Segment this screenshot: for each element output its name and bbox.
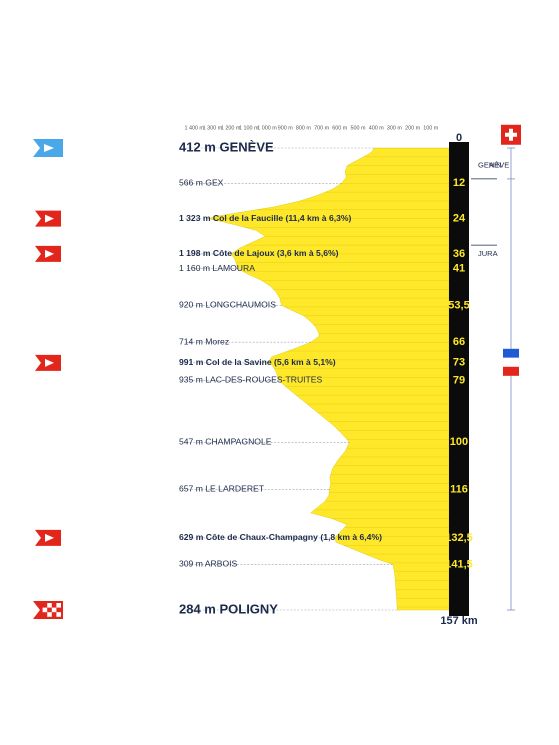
km-label: 132,5: [445, 532, 473, 544]
km-label: 100: [450, 436, 468, 448]
elevation-profile: [208, 147, 450, 611]
place-label: 1 323 m Col de la Faucille (11,4 km à 6,…: [179, 213, 352, 223]
region-label: JURA: [478, 249, 498, 258]
place-label: 547 m CHAMPAGNOLE: [179, 437, 272, 447]
km-label: 79: [453, 374, 465, 386]
y-tick-label: 500 m: [351, 125, 366, 131]
checker-square: [47, 612, 52, 617]
y-tick-label: 100 m: [423, 125, 438, 131]
region-label: GENÈVE: [478, 161, 509, 170]
checker-square: [56, 612, 61, 617]
y-tick-label: 400 m: [369, 125, 384, 131]
checker-square: [47, 603, 52, 608]
profile-frame: 100 m 200 m 300 m 400 m 500 m 600 m 700 m 800 m…: [0, 90, 559, 650]
y-tick-label: 600 m: [332, 125, 347, 131]
km-label: 0: [456, 132, 462, 144]
y-tick-label: 200 m: [405, 125, 420, 131]
y-tick-label: 700 m: [314, 125, 329, 131]
place-labels: 412 m GENÈVE 566 m GEX 1 323 m Col de la F…: [179, 139, 382, 616]
country-strip: [501, 124, 521, 611]
place-label: 412 m GENÈVE: [179, 139, 274, 154]
km-label: 36: [453, 248, 465, 260]
place-leader-lines: [185, 147, 398, 611]
region-label: AIN: [489, 161, 502, 170]
profile-area: [208, 147, 450, 611]
place-label: 935 m LAC-DES-ROUGES-TRUITES: [179, 375, 323, 385]
y-tick-label: 1 200 m: [221, 125, 241, 131]
france-flag-red: [503, 366, 519, 376]
km-band-bar: [449, 142, 469, 616]
place-label: 920 m LONGCHAUMOIS: [179, 300, 276, 310]
km-label: 141,5: [445, 558, 473, 570]
checker-square: [42, 607, 48, 613]
swiss-cross: [509, 128, 513, 141]
y-tick-label: 1 000 m: [257, 125, 277, 131]
place-label: 991 m Col de la Savine (5,6 km à 5,1%): [179, 357, 336, 367]
km-label: 12: [453, 177, 465, 189]
place-label: 284 m POLIGNY: [179, 601, 278, 616]
y-tick-label: 1 100 m: [239, 125, 259, 131]
y-tick-label: 1 300 m: [203, 125, 223, 131]
y-tick-label: 1 400 m: [184, 125, 204, 131]
checker-square: [56, 603, 61, 608]
start-mountain-icon: [44, 144, 54, 152]
km-label: 73: [453, 357, 465, 369]
place-label: 566 m GEX: [179, 178, 224, 188]
km-labels: 0 12 24 36 41 53,5 66 73 79 100 116 132,5 141,5 157 k…: [440, 132, 478, 627]
km-label: 24: [453, 213, 466, 225]
france-flag-white: [502, 357, 520, 367]
km-label: 116: [450, 483, 468, 495]
france-flag-icon: [503, 348, 519, 358]
mountain-icon: [45, 358, 54, 367]
km-label: 66: [453, 336, 465, 348]
finish-flag-icon: [33, 601, 63, 619]
mountain-icon: [45, 249, 54, 258]
place-label: 1 198 m Côte de Lajoux (3,6 km à 5,6%): [179, 248, 339, 258]
place-label: 1 160 m LAMOURA: [179, 263, 255, 273]
km-label: 53,5: [448, 299, 469, 311]
km-label: 157 km: [440, 615, 478, 627]
mountain-icon: [45, 214, 54, 223]
checker-square: [51, 607, 57, 613]
place-label: 714 m Morez: [179, 336, 229, 346]
place-label: 309 m ARBOIS: [179, 559, 238, 569]
climb-flags: [33, 139, 63, 619]
place-label: 657 m LE LARDERET: [179, 484, 265, 494]
y-tick-label: 900 m: [278, 125, 293, 131]
y-tick-label: 800 m: [296, 125, 311, 131]
km-band: [449, 142, 469, 616]
place-label: 629 m Côte de Chaux-Champagny (1,8 km à …: [179, 532, 382, 542]
y-tick-label: 300 m: [387, 125, 402, 131]
mountain-icon: [45, 533, 54, 542]
km-label: 41: [453, 263, 465, 275]
